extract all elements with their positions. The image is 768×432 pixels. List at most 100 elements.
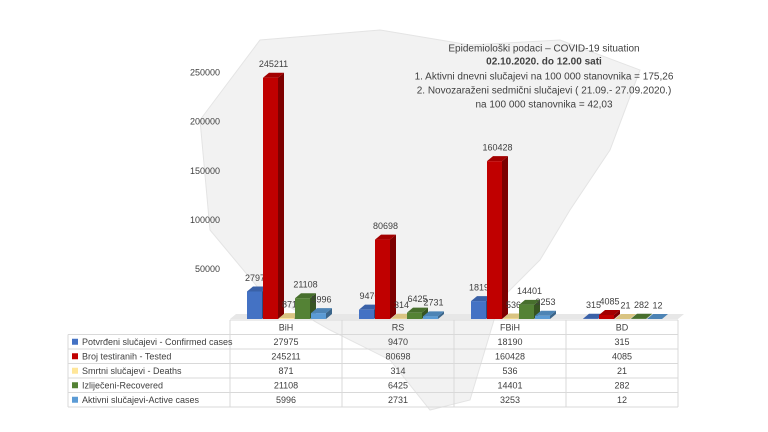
data-label: 2731 [423,298,443,308]
bar-top [583,313,604,319]
data-label: 871 [282,300,297,310]
table-cell: 21108 [274,381,298,391]
table-cell: 18190 [497,337,522,347]
data-label: 314 [394,300,409,310]
x-tick-label: BiH [279,323,294,333]
bar-top [631,313,652,319]
bar-side [614,309,620,319]
bar-top [247,286,268,292]
annotation: 1. Aktivni dnevni slučajevi na 100 000 s… [415,72,674,83]
bar-side [550,310,556,319]
bar-top [359,304,380,310]
annotation: 2. Novozaraženi sedmični slučajevi ( 21.… [417,86,672,97]
legend-key [72,396,78,403]
y-tick-label: 200000 [190,117,220,127]
table-cell: 4085 [612,352,632,362]
y-tick-label: 250000 [190,67,220,77]
data-label: 4085 [599,296,619,306]
data-label: 12 [652,300,662,310]
data-label: 6425 [407,294,427,304]
table-cell: 21 [617,366,627,376]
bar [599,314,614,319]
table-cell: 12 [617,395,627,405]
data-label: 27975 [245,273,270,283]
table-cell: 14401 [497,381,522,391]
bar-top [615,313,636,319]
bar-side [438,311,444,319]
bar [359,309,374,319]
data-label: 5996 [311,294,331,304]
y-tick-label: 150000 [190,166,220,176]
data-label: 9470 [359,291,379,301]
bar-top [519,299,540,305]
bar-top [647,313,668,319]
table-cell: 160428 [495,352,525,362]
bar-top [471,296,492,302]
bar-side [662,313,668,319]
data-label: 536 [506,300,521,310]
bar-top [375,234,396,240]
data-label: 3253 [535,297,555,307]
table-cell: 315 [614,337,629,347]
bar-side [326,308,332,319]
bar [487,161,502,319]
bar [407,312,422,319]
chart-title: Epidemiološki podaci – COVID-19 situatio… [448,44,639,55]
table-cell: 80698 [385,352,410,362]
legend-label: Potvrđeni slučajevi - Confirmed cases [82,337,233,347]
table-cell: 27975 [273,337,298,347]
bar [279,318,294,319]
x-tick-label: BD [616,323,629,333]
table-cell: 245211 [271,352,300,362]
bar-side [390,234,396,319]
bar-top [311,308,332,314]
bar-top [295,293,316,299]
table-cell: 9470 [388,337,408,347]
table-cell: 282 [614,381,629,391]
bar [375,239,390,319]
bar-top [391,313,412,319]
data-label: 160428 [482,143,512,153]
data-label: 21 [620,300,630,310]
bar [423,316,438,319]
bar [263,77,278,320]
x-tick-label: FBiH [500,323,520,333]
floor [230,314,684,319]
table-cell: 5996 [276,395,296,405]
y-tick-label: 100000 [190,215,220,225]
legend-label: Izliječeni-Recovered [82,381,163,391]
bar [503,318,518,319]
bar [295,298,310,319]
bar [471,301,486,319]
legend-label: Broj testiranih - Tested [82,352,171,362]
bar [519,304,534,319]
bar-top [423,311,444,317]
table-cell: 2731 [388,395,408,405]
table-cell: 871 [278,366,293,376]
chart-subtitle: 02.10.2020. do 12.00 sati [486,57,602,68]
data-label: 14401 [517,286,542,296]
bar [247,291,262,319]
bar-side [278,72,284,320]
bar-side [646,313,652,319]
bar-side [630,313,636,319]
bar-top [487,156,508,162]
bar-top [279,313,300,319]
table-cell: 314 [390,366,405,376]
bar-top [535,310,556,316]
bar [535,315,550,319]
legend-key [72,367,78,374]
data-label: 315 [586,300,601,310]
bar [311,313,326,319]
legend-key [72,382,78,389]
table-cell: 536 [502,366,517,376]
bar-side [502,156,508,319]
legend-label: Smrtni slučajevi - Deaths [82,366,182,376]
x-tick-label: RS [392,323,405,333]
data-label: 18190 [469,282,494,292]
table-cell: 6425 [388,381,408,391]
y-tick-label: 50000 [195,264,220,274]
legend-label: Aktivni slučajevi-Active cases [82,395,200,405]
bar-top [263,72,284,78]
